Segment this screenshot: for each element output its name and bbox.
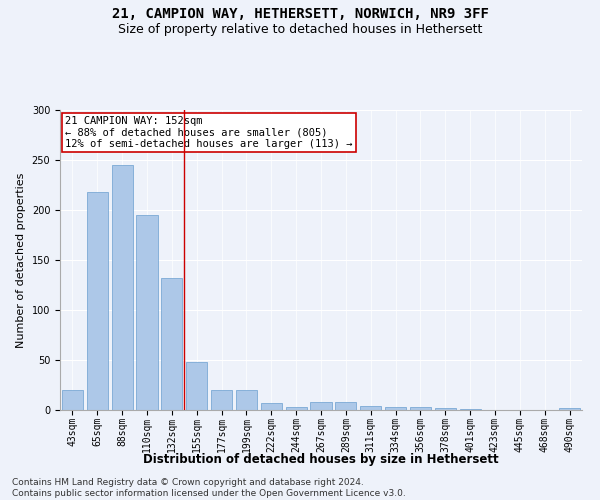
Text: Distribution of detached houses by size in Hethersett: Distribution of detached houses by size … [143,452,499,466]
Bar [286,407,307,410]
Bar [310,402,332,410]
Bar [87,192,108,410]
Bar [161,278,182,410]
Bar [460,409,481,410]
Text: Size of property relative to detached houses in Hethersett: Size of property relative to detached ho… [118,22,482,36]
Bar [435,408,456,410]
Bar [410,407,431,410]
Text: 21, CAMPION WAY, HETHERSETT, NORWICH, NR9 3FF: 21, CAMPION WAY, HETHERSETT, NORWICH, NR… [112,8,488,22]
Bar [261,403,282,410]
Bar [112,165,133,410]
Bar [136,215,158,410]
Y-axis label: Number of detached properties: Number of detached properties [16,172,26,348]
Bar [559,408,580,410]
Text: 21 CAMPION WAY: 152sqm
← 88% of detached houses are smaller (805)
12% of semi-de: 21 CAMPION WAY: 152sqm ← 88% of detached… [65,116,353,149]
Bar [335,402,356,410]
Bar [211,390,232,410]
Bar [360,406,381,410]
Text: Contains HM Land Registry data © Crown copyright and database right 2024.
Contai: Contains HM Land Registry data © Crown c… [12,478,406,498]
Bar [236,390,257,410]
Bar [62,390,83,410]
Bar [385,407,406,410]
Bar [186,362,207,410]
